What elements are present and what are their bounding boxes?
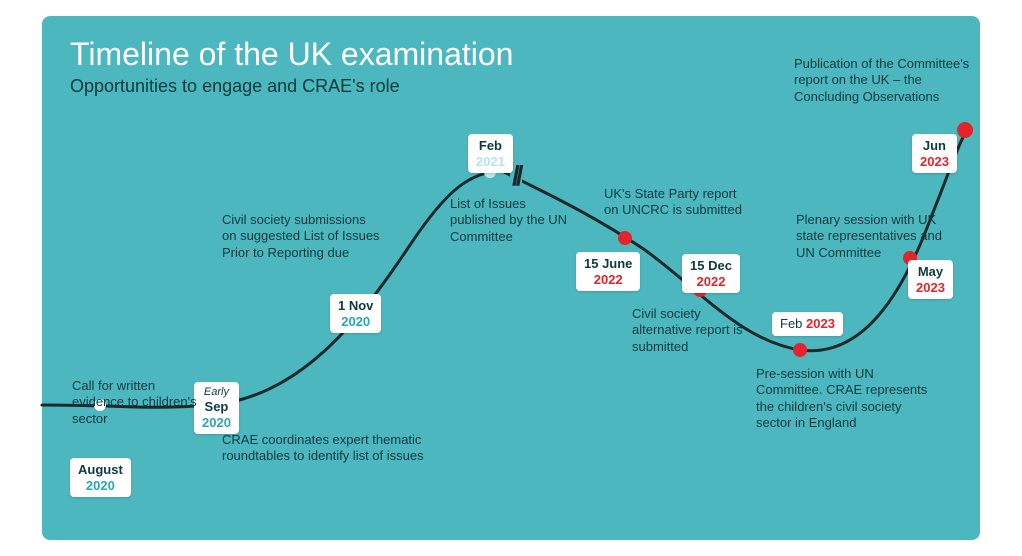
timeline-dot: [957, 122, 973, 138]
timeline-dot: [618, 231, 632, 245]
date-box-line2: 2023: [920, 154, 949, 170]
milestone-description: Civil society submissions on suggested L…: [222, 212, 382, 261]
date-box-line1: Feb: [780, 316, 802, 331]
date-box-line1: August: [78, 462, 123, 478]
date-box-line2: 2020: [78, 478, 123, 494]
date-box: May2023: [908, 260, 953, 299]
date-box-line1: Sep: [202, 399, 231, 415]
date-box: Feb 2023: [772, 312, 843, 336]
milestone-description: List of Issues published by the UN Commi…: [450, 196, 570, 245]
date-box-line2: 2022: [690, 274, 732, 290]
date-box-line2: 2023: [916, 280, 945, 296]
date-box-line2: 2021: [476, 154, 505, 170]
date-box-line1: 15 June: [584, 256, 632, 272]
date-box-line1: Feb: [476, 138, 505, 154]
infographic-canvas: Timeline of the UK examination Opportuni…: [0, 0, 1022, 556]
milestone-description: CRAE coordinates expert thematic roundta…: [222, 432, 452, 465]
date-box-line2: 2022: [584, 272, 632, 288]
date-box-line2: 2023: [806, 316, 835, 331]
date-box: August2020: [70, 458, 131, 497]
date-box: 15 June2022: [576, 252, 640, 291]
milestone-description: Plenary session with UK state representa…: [796, 212, 946, 261]
date-box-line2: 2020: [338, 314, 373, 330]
date-box: Feb2021: [468, 134, 513, 173]
date-box: 15 Dec2022: [682, 254, 740, 293]
date-box-line1: May: [916, 264, 945, 280]
milestone-description: Publication of the Committee's report on…: [794, 56, 974, 105]
date-box-prefix: Early: [202, 386, 231, 399]
milestone-description: Pre-session with UN Committee. CRAE repr…: [756, 366, 936, 431]
date-box-line1: 15 Dec: [690, 258, 732, 274]
date-box-line1: Jun: [920, 138, 949, 154]
timeline-dot: [793, 343, 807, 357]
milestone-description: UK's State Party report on UNCRC is subm…: [604, 186, 754, 219]
date-box: Jun2023: [912, 134, 957, 173]
milestone-description: Call for written evidence to children's …: [72, 378, 202, 427]
date-box-line2: 2020: [202, 415, 231, 431]
date-box: 1 Nov2020: [330, 294, 381, 333]
milestone-description: Civil society alternative report is subm…: [632, 306, 752, 355]
date-box-line1: 1 Nov: [338, 298, 373, 314]
